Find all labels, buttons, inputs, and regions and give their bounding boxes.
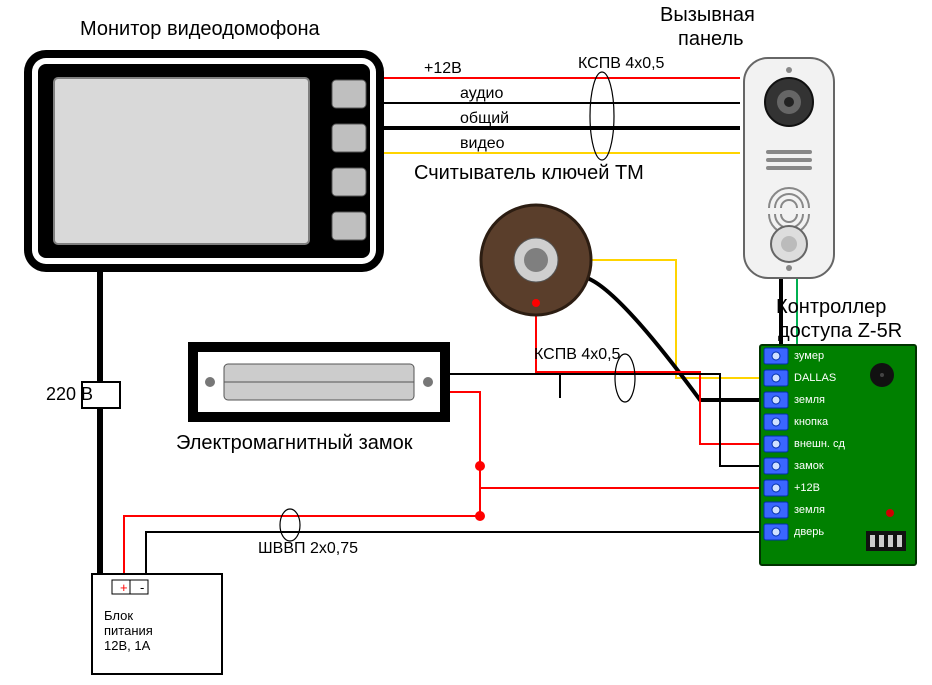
term-dallas: DALLAS <box>794 372 836 384</box>
term-ground: земля <box>794 394 825 406</box>
wire-audio-label: аудио <box>460 85 503 103</box>
reader-title: Считыватель ключей ТМ <box>414 162 644 185</box>
term-extled: внешн. сд <box>794 438 845 450</box>
maglock-title: Электромагнитный замок <box>176 432 413 455</box>
voltage-220: 220 В <box>46 384 93 405</box>
psu-line3: 12В, 1А <box>104 638 150 653</box>
term-lock: замок <box>794 460 824 472</box>
wire-12v-label: +12В <box>424 60 462 78</box>
wire-video-label: видео <box>460 135 505 153</box>
psu-line1: Блок <box>104 608 133 623</box>
term-ground2: земля <box>794 504 825 516</box>
term-door: дверь <box>794 526 824 538</box>
term-button: кнопка <box>794 416 828 428</box>
cable-kspv-1: КСПВ 4x0,5 <box>578 55 664 73</box>
psu-line2: питания <box>104 623 153 638</box>
controller-title1: Контроллер <box>776 296 886 319</box>
psu-plus: + <box>120 580 128 595</box>
term-12v: +12В <box>794 482 820 494</box>
term-buzzer: зумер <box>794 350 824 362</box>
wire-common-label: общий <box>460 110 509 128</box>
cable-shvvp: ШВВП 2x0,75 <box>258 540 358 558</box>
monitor-title: Монитор видеодомофона <box>80 18 320 41</box>
call-panel-title1: Вызывная <box>660 4 755 27</box>
cable-kspv-2: КСПВ 4x0,5 <box>534 346 620 364</box>
controller-title2: доступа Z-5R <box>778 320 902 343</box>
call-panel-title2: панель <box>678 28 744 51</box>
psu-minus: - <box>140 580 144 595</box>
